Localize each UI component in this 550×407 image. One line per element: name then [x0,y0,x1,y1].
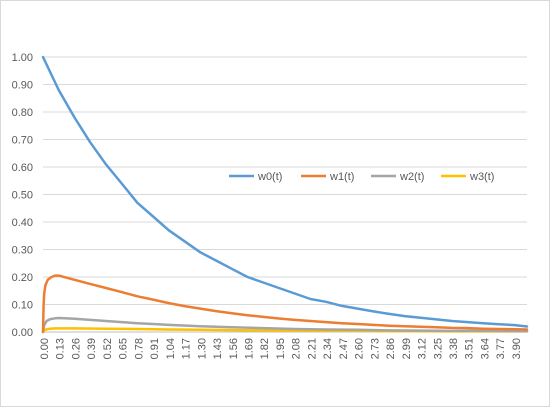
legend-label: w2(t) [399,171,424,183]
legend-label: w3(t) [469,171,494,183]
y-tick-label: 0.80 [12,107,33,119]
x-axis-ticks: 0.00 0.13 0.26 0.39 0.52 0.65 0.78 0.91 1.04 1.17… [39,338,523,359]
x-tick-label: 1.30 [196,338,208,359]
y-tick-label: 0.00 [12,327,33,339]
series-line-w0t [41,55,529,328]
x-tick-label: 0.78 [133,338,145,359]
y-tick-label: 0.30 [12,245,33,257]
x-tick-label: 0.39 [86,338,98,359]
y-axis-ticks: 0.00 0.10 0.20 0.30 0.40 0.50 0.60 0.70 0.80 0.90… [12,52,33,339]
x-tick-label: 3.25 [432,338,444,359]
x-tick-label: 1.04 [165,338,177,359]
x-tick-label: 1.95 [275,338,287,359]
x-tick-label: 1.17 [181,338,193,359]
x-tick-label: 1.69 [243,338,255,359]
legend-label: w1(t) [329,171,354,183]
x-tick-label: 3.51 [464,338,476,359]
x-tick-label: 1.56 [228,338,240,359]
y-tick-label: 0.60 [12,162,33,174]
x-tick-label: 0.26 [70,338,82,359]
x-tick-label: 2.21 [306,338,318,359]
x-tick-label: 2.99 [401,338,413,359]
series-lines [41,55,529,334]
x-tick-label: 2.60 [354,338,366,359]
legend-label: w0(t) [257,171,282,183]
y-tick-label: 1.00 [12,52,33,64]
x-tick-label: 3.77 [495,338,507,359]
x-tick-label: 0.65 [118,338,130,359]
x-tick-label: 0.00 [39,338,51,359]
y-tick-label: 0.90 [12,80,33,92]
y-tick-label: 0.70 [12,135,33,147]
y-tick-label: 0.20 [12,272,33,284]
series-line-w2t [41,316,529,334]
x-tick-label: 3.38 [448,338,460,359]
x-tick-label: 2.86 [385,338,397,359]
x-tick-label: 1.43 [212,338,224,359]
x-tick-label: 0.52 [102,338,114,359]
x-tick-label: 3.90 [511,338,523,359]
x-tick-label: 2.73 [369,338,381,359]
y-tick-label: 0.10 [12,300,33,312]
x-tick-label: 2.47 [338,338,350,359]
x-tick-label: 2.08 [291,338,303,359]
series-line-w1t [41,274,529,334]
x-tick-label: 0.13 [55,338,67,359]
y-tick-label: 0.50 [12,190,33,202]
x-tick-label: 1.82 [259,338,271,359]
legend: w0(t) w1(t) w2(t) w3(t) [229,171,494,183]
y-tick-label: 0.40 [12,217,33,229]
x-tick-label: 3.64 [479,338,491,359]
x-tick-label: 3.12 [417,338,429,359]
x-tick-label: 0.91 [149,338,161,359]
x-tick-label: 2.34 [322,338,334,359]
